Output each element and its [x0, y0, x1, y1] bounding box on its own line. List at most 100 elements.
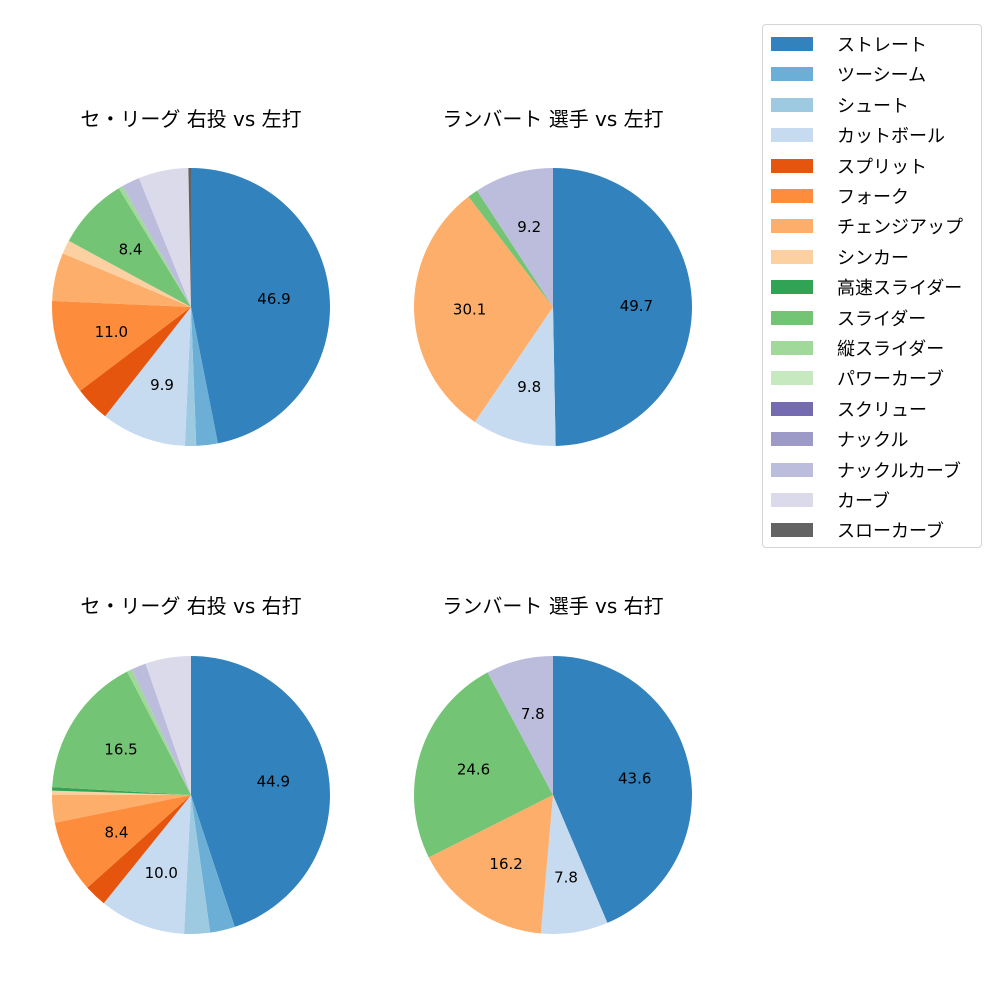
slice-value-label: 10.0	[145, 864, 178, 882]
legend-item: ナックル	[771, 427, 908, 451]
pie-chart-2: 49.7 9.8 30.1 9.2	[414, 168, 693, 446]
pie-slice-ストレート	[553, 168, 693, 446]
legend-label: シンカー	[837, 247, 909, 269]
legend-item: カーブ	[771, 488, 890, 512]
pie-slice-チェンジアップ	[428, 795, 553, 934]
pie-chart-1: 46.9 9.9 11.0 8.4	[51, 168, 331, 447]
legend-item: スプリット	[771, 154, 927, 178]
legend-item: パワーカーブ	[771, 366, 944, 390]
legend-swatch	[771, 341, 813, 355]
legend-item: ツーシーム	[771, 62, 926, 86]
chart-title-3: セ・リーグ 右投 vs 右打	[80, 594, 302, 618]
pie-chart-4: 43.6 7.8 16.2 24.6 7.8	[414, 656, 693, 935]
legend-label: カットボール	[837, 126, 945, 148]
legend-swatch	[771, 493, 813, 507]
legend-item: スクリュー	[771, 397, 927, 421]
pie-slice-スプリット	[80, 307, 191, 417]
legend-item: ナックルカーブ	[771, 458, 961, 482]
slice-value-label: 7.8	[521, 705, 545, 723]
chart-title-4: ランバート 選手 vs 右打	[442, 594, 664, 618]
slice-value-label: 16.2	[489, 855, 522, 873]
legend-item: ストレート	[771, 32, 927, 56]
legend-label: スローカーブ	[837, 521, 944, 543]
legend-label: 高速スライダー	[837, 278, 963, 300]
pie-slice-チェンジアップ	[52, 795, 191, 823]
legend-swatch	[771, 67, 813, 82]
legend-swatch	[771, 371, 813, 386]
legend-swatch	[771, 523, 813, 538]
legend-label: シュート	[837, 95, 909, 117]
pie-slice-スライダー	[468, 190, 553, 307]
pie-slice-ツーシーム	[191, 795, 235, 933]
legend-swatch	[771, 249, 813, 264]
pie-chart-3: 44.9 10.0 8.4 16.5	[52, 656, 330, 934]
legend-item: スローカーブ	[771, 518, 944, 542]
legend-item: シュート	[771, 93, 909, 117]
pie-slice-ストレート	[191, 656, 330, 927]
slice-value-label: 49.7	[620, 297, 653, 315]
pie-slice-シュート	[184, 307, 197, 447]
legend-swatch	[771, 432, 813, 447]
legend-item: シンカー	[771, 245, 909, 269]
slice-value-label: 9.8	[517, 378, 541, 396]
legend-swatch	[771, 37, 813, 51]
legend-label: スライダー	[837, 308, 927, 330]
pie-slice-ナックルカーブ	[131, 663, 191, 795]
legend: ストレートツーシームシュートカットボール スプリットフォークチェンジアップ シンカー…	[762, 24, 982, 548]
legend-swatch	[771, 219, 813, 234]
slice-value-label: 9.9	[150, 376, 174, 394]
pie-slice-スライダー	[68, 188, 191, 307]
pie-slice-シンカー	[52, 790, 191, 795]
legend-label: ナックルカーブ	[837, 460, 961, 482]
slice-value-label: 24.6	[457, 761, 490, 779]
legend-swatch	[771, 462, 813, 477]
slice-value-label: 9.2	[517, 218, 541, 236]
pie-slice-ツーシーム	[191, 307, 218, 446]
pie-slice-ストレート	[191, 168, 331, 444]
pie-slice-カーブ	[139, 168, 191, 307]
legend-label: ツーシーム	[837, 65, 927, 87]
legend-label: パワーカーブ	[837, 369, 944, 391]
legend-label: ストレート	[837, 35, 927, 56]
pie-slice-ナックルカーブ	[487, 656, 553, 795]
pie-slice-カットボール	[540, 795, 608, 935]
pie-slice-ストレート	[553, 656, 693, 923]
pie-slice-縦スライダー	[127, 669, 191, 795]
slice-value-label: 8.4	[119, 241, 143, 259]
legend-swatch	[771, 128, 813, 143]
legend-item: フォーク	[771, 184, 909, 208]
legend-swatch	[771, 280, 813, 295]
pie-slice-スライダー	[52, 671, 191, 795]
chart-title-1: セ・リーグ 右投 vs 左打	[80, 107, 302, 131]
pie-slice-カットボール	[103, 795, 191, 934]
slice-value-label: 46.9	[257, 290, 290, 308]
pie-slice-スプリット	[87, 795, 191, 904]
legend-label: 縦スライダー	[837, 339, 945, 360]
slice-value-label: 30.1	[453, 300, 486, 318]
pie-slice-チェンジアップ	[414, 196, 553, 422]
pie-slice-チェンジアップ	[52, 253, 191, 307]
pie-slice-シンカー	[62, 240, 191, 307]
legend-swatch	[771, 97, 813, 112]
pie-slice-フォーク	[51, 300, 191, 391]
slice-value-label: 8.4	[105, 823, 129, 841]
slice-value-label: 43.6	[618, 769, 651, 787]
pie-slice-高速スライダー	[52, 787, 191, 795]
legend-swatch	[771, 189, 813, 203]
legend-label: カーブ	[837, 491, 890, 512]
legend-item: スライダー	[771, 306, 926, 330]
pie-slice-縦スライダー	[118, 186, 191, 307]
legend-label: スクリュー	[837, 399, 927, 421]
legend-label: フォーク	[837, 187, 909, 208]
slice-value-label: 44.9	[257, 773, 290, 791]
pie-slice-シュート	[184, 795, 211, 934]
legend-item: チェンジアップ	[771, 214, 963, 238]
pie-slice-カットボール	[105, 307, 191, 446]
legend-label: チェンジアップ	[837, 217, 963, 239]
pie-slice-ナックルカーブ	[477, 168, 553, 307]
legend-item: 縦スライダー	[771, 336, 944, 360]
legend-item: 高速スライダー	[771, 275, 962, 299]
slice-value-label: 7.8	[554, 868, 578, 886]
legend-label: スプリット	[837, 156, 927, 178]
